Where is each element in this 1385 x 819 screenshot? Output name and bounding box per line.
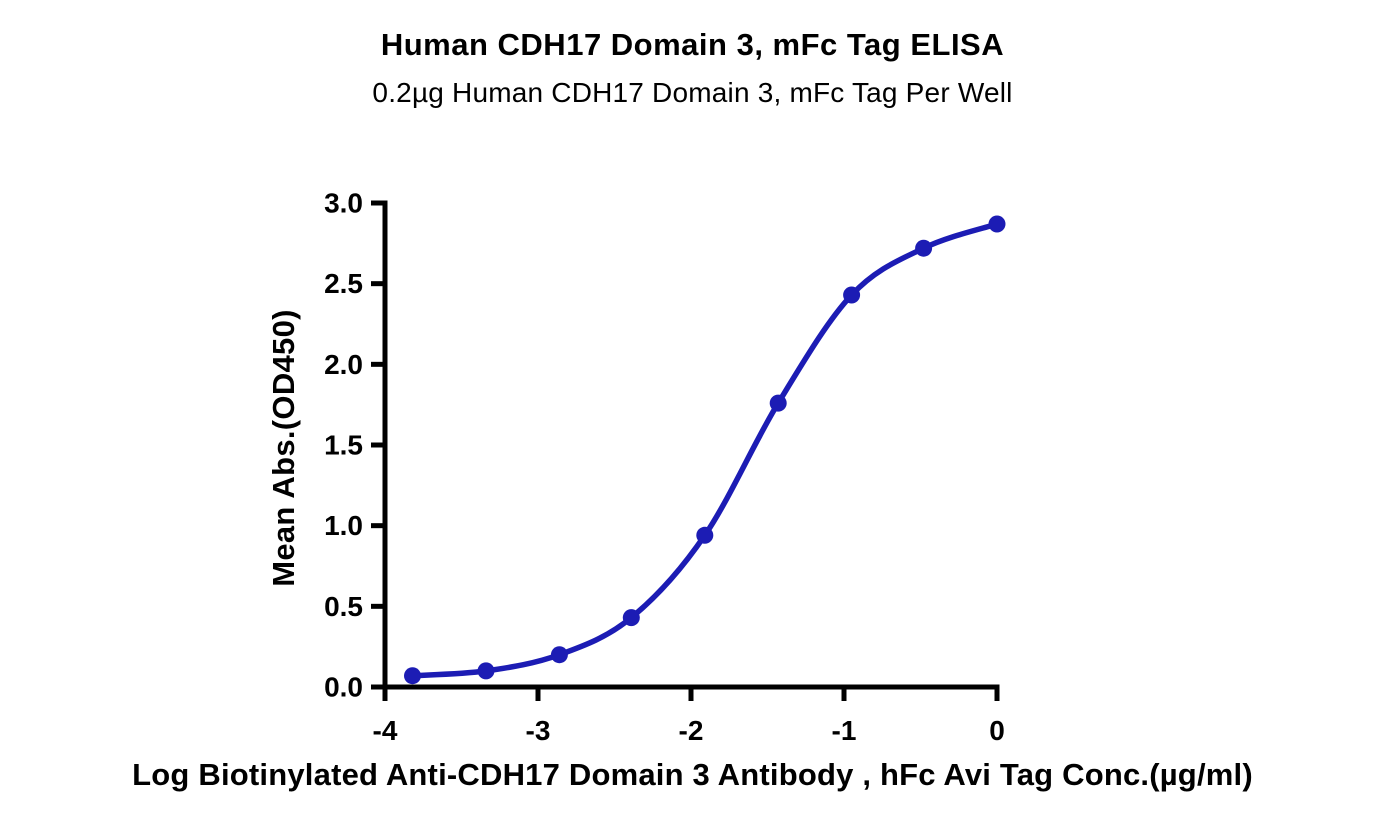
y-tick-label: 0.5 xyxy=(324,591,363,622)
data-point xyxy=(988,215,1006,233)
x-axis-label: Log Biotinylated Anti-CDH17 Domain 3 Ant… xyxy=(132,757,1253,792)
y-tick-label: 3.0 xyxy=(324,188,363,219)
chart-title: Human CDH17 Domain 3, mFc Tag ELISA xyxy=(380,27,1005,62)
data-point xyxy=(550,646,568,664)
x-tick-label: -3 xyxy=(526,715,551,746)
y-tick-label: 2.0 xyxy=(324,349,363,380)
x-tick-label: -1 xyxy=(832,715,857,746)
x-tick-label: 0 xyxy=(989,715,1005,746)
axes xyxy=(382,200,1000,690)
fitted-curve xyxy=(409,221,1000,679)
y-tick-label: 2.5 xyxy=(324,268,363,299)
data-point xyxy=(404,667,421,685)
y-tick-label: 1.0 xyxy=(324,510,363,541)
data-point xyxy=(622,609,640,627)
data-point xyxy=(477,662,495,680)
data-point xyxy=(843,286,861,304)
y-tick-label: 1.5 xyxy=(324,430,363,461)
data-point xyxy=(696,526,714,544)
x-tick-label: -4 xyxy=(373,715,398,746)
data-point xyxy=(769,394,787,412)
y-tick-label: 0.0 xyxy=(324,672,363,703)
chart-subtitle: 0.2µg Human CDH17 Domain 3, mFc Tag Per … xyxy=(372,77,1013,108)
data-point xyxy=(915,239,933,257)
x-tick-label: -2 xyxy=(679,715,704,746)
